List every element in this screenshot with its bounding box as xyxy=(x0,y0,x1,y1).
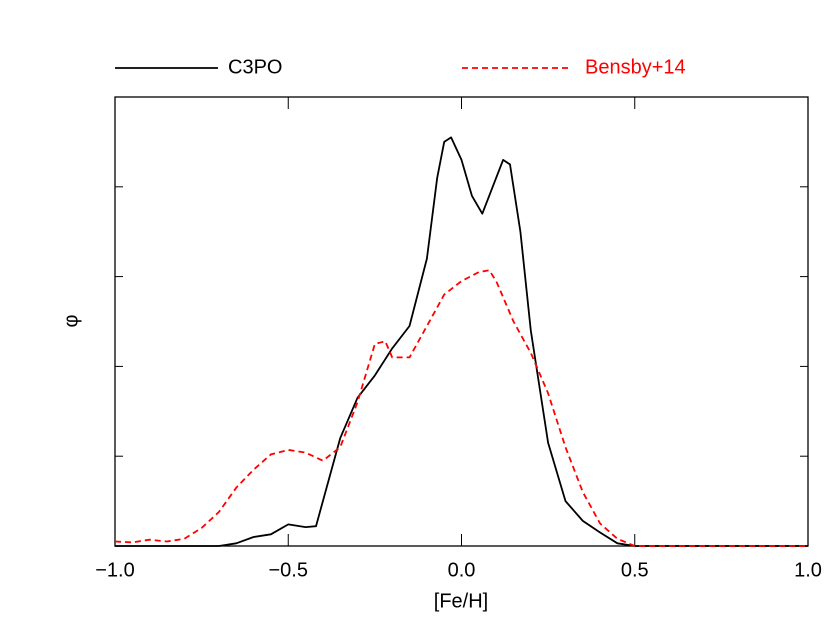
plot-frame xyxy=(114,96,809,547)
x-tick-label: 0.5 xyxy=(621,559,649,581)
series-line xyxy=(114,269,808,547)
legend-label: C3PO xyxy=(228,56,282,78)
y-axis-label: φ xyxy=(60,314,82,327)
x-tick-label: −0.5 xyxy=(269,559,308,581)
series-line xyxy=(115,136,808,547)
x-tick-label: 1.0 xyxy=(794,559,822,581)
x-axis-label: [Fe/H] xyxy=(434,590,488,612)
x-tick-label: −1.0 xyxy=(95,559,134,581)
legend-label: Bensby+14 xyxy=(585,56,686,78)
x-tick-label: 0.0 xyxy=(448,559,476,581)
